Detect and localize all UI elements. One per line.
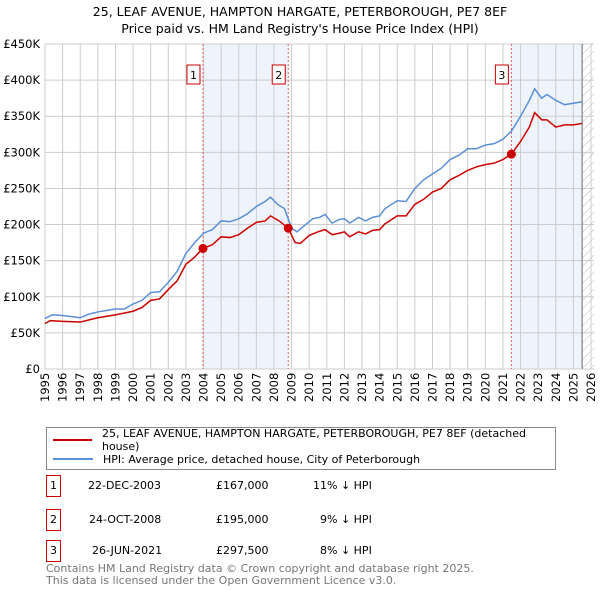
x-tick-label: 2015: [390, 373, 404, 402]
y-tick-label: £350K: [3, 109, 40, 123]
legend-red-label: 25, LEAF AVENUE, HAMPTON HARGATE, PETERB…: [101, 427, 526, 453]
y-tick-label: £400K: [3, 73, 40, 87]
x-tick-label: 2006: [232, 373, 246, 402]
x-tick-label: 2021: [496, 373, 510, 402]
sale-label-box: [271, 64, 286, 85]
y-tick-label: £250K: [3, 181, 40, 195]
shaded-period: [511, 44, 583, 369]
sale-label-box: [494, 64, 509, 85]
sale-price: £195,000: [216, 513, 269, 526]
sale-date: 22-DEC-2003: [88, 479, 162, 492]
sale-price: £297,500: [216, 544, 269, 557]
sale-marker: 2: [46, 509, 61, 531]
x-tick-label: 1999: [108, 373, 122, 402]
footer-line: Contains HM Land Registry data © Crown c…: [46, 562, 474, 575]
chart-title: 25, LEAF AVENUE, HAMPTON HARGATE, PETERB…: [92, 4, 508, 19]
sale-label: 2: [275, 69, 282, 82]
sale-point: [198, 243, 208, 253]
x-tick-label: 2001: [144, 373, 158, 402]
x-tick-label: 2022: [514, 373, 528, 402]
x-tick-label: 2020: [478, 373, 492, 402]
legend-blue-swatch: [53, 458, 93, 460]
x-tick-label: 2026: [584, 373, 598, 402]
legend-item-red: 25, LEAF AVENUE, HAMPTON HARGATE, PETERB…: [53, 427, 555, 453]
footer: Contains HM Land Registry data © Crown c…: [46, 563, 474, 586]
sale-price: £167,000: [216, 479, 269, 492]
x-tick-label: 1997: [73, 373, 87, 402]
x-tick-label: 2008: [267, 373, 281, 402]
y-tick-label: £300K: [3, 145, 40, 159]
x-tick-label: 2014: [373, 373, 387, 402]
legend-blue-label: HPI: Average price, detached house, City…: [103, 452, 421, 466]
y-tick-label: £200K: [3, 218, 40, 232]
x-tick-label: 2018: [443, 373, 457, 402]
x-tick-label: 2000: [126, 373, 140, 402]
x-tick-label: 1996: [56, 373, 70, 402]
legend-item-blue: HPI: Average price, detached house, City…: [53, 452, 420, 466]
x-tick-label: 1998: [91, 373, 105, 402]
sale-hpi: 9% ↓ HPI: [320, 513, 372, 526]
price-chart: 1995 1996 1997 1998 1999 2000 2001 2002 2003 2004…: [3, 37, 598, 402]
sale-date: 24-OCT-2008: [89, 513, 162, 526]
x-tick-label: 2024: [549, 373, 563, 402]
y-tick-label: £50K: [11, 326, 41, 340]
x-tick-label: 2023: [531, 373, 545, 402]
sale-hpi: 8% ↓ HPI: [320, 544, 372, 557]
sale-marker: 1: [46, 475, 61, 497]
chart-subtitle: Price paid vs. HM Land Registry's House …: [121, 21, 479, 36]
sale-row: 3 26-JUN-2021 £297,500 8% ↓ HPI: [46, 540, 446, 562]
x-tick-label: 2004: [197, 373, 211, 402]
y-tick-label: £150K: [3, 254, 40, 268]
x-tick-label: 2013: [355, 373, 369, 402]
x-tick-label: 2005: [214, 373, 228, 402]
sale-date: 26-JUN-2021: [92, 544, 163, 557]
x-tick-label: 1995: [38, 373, 52, 402]
sale-hpi: 11% ↓ HPI: [313, 479, 372, 492]
x-tick-label: 2019: [461, 373, 475, 402]
x-tick-label: 2025: [566, 373, 580, 402]
x-tick-label: 2010: [302, 373, 316, 402]
series-line: [44, 87, 583, 320]
sale-point: [506, 149, 516, 159]
x-tick-label: 2007: [249, 373, 263, 402]
series-line: [44, 111, 583, 325]
x-tick-label: 2017: [425, 373, 439, 402]
sale-point: [283, 223, 293, 233]
sale-row: 2 24-OCT-2008 £195,000 9% ↓ HPI: [46, 509, 446, 531]
y-tick-label: £100K: [3, 290, 40, 304]
x-tick-label: 2016: [408, 373, 422, 402]
x-tick-label: 2011: [320, 373, 334, 402]
x-tick-label: 2003: [179, 373, 193, 402]
x-tick-label: 2012: [337, 373, 351, 402]
sale-label-box: [186, 64, 201, 85]
sale-label: 1: [190, 69, 197, 82]
legend-red-swatch: [53, 439, 92, 441]
y-tick-label: £450K: [3, 37, 40, 51]
sale-label: 3: [498, 69, 505, 82]
forecast-hatch: [582, 44, 594, 369]
footer-line: This data is licensed under the Open Gov…: [46, 573, 397, 587]
legend: 25, LEAF AVENUE, HAMPTON HARGATE, PETERB…: [46, 427, 556, 470]
sale-marker: 3: [46, 540, 61, 562]
x-tick-label: 2009: [285, 373, 299, 402]
y-tick-label: £0: [25, 362, 40, 376]
sale-row: 1 22-DEC-2003 £167,000 11% ↓ HPI: [46, 475, 446, 497]
x-tick-label: 2002: [161, 373, 175, 402]
shaded-period: [202, 44, 289, 369]
